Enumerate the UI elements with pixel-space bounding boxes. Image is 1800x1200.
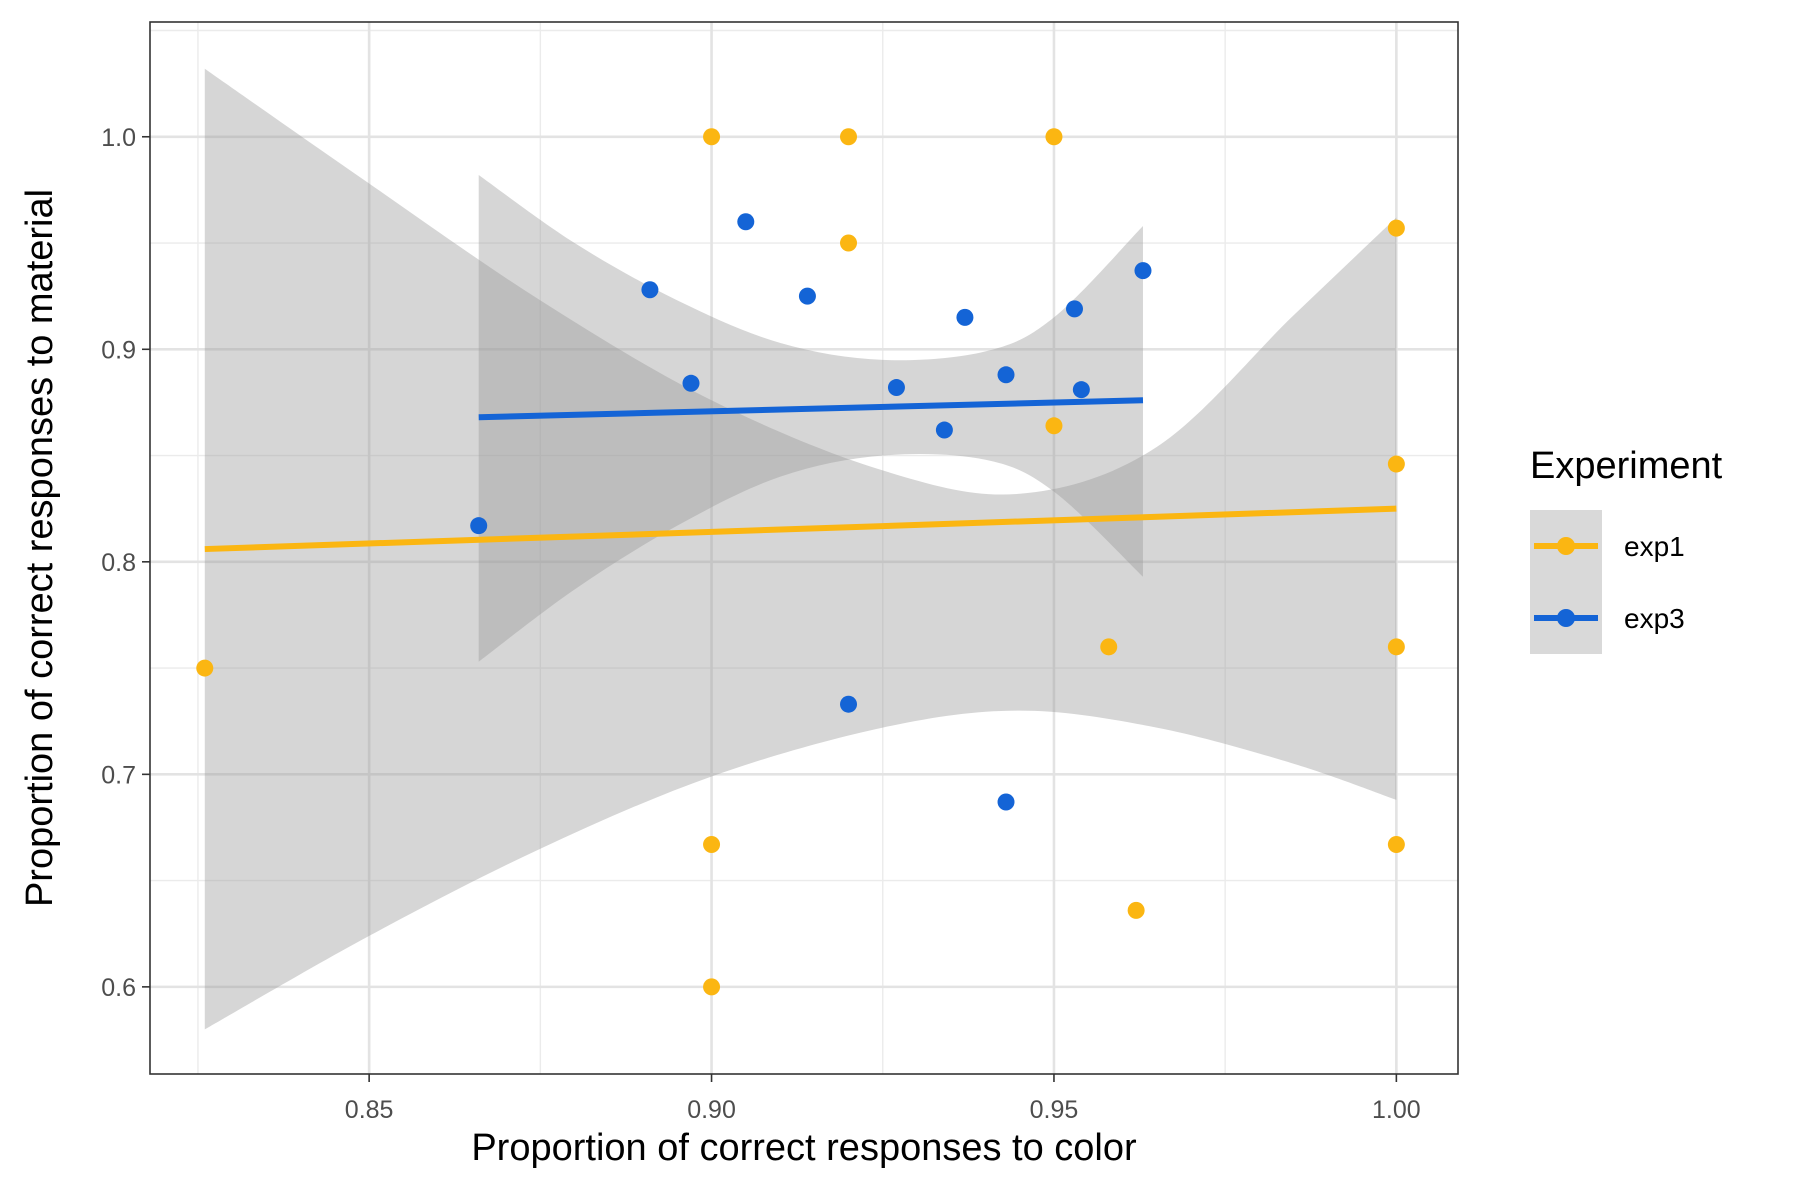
point-exp3-3 xyxy=(682,374,700,392)
legend-key-point-exp1 xyxy=(1557,537,1575,555)
point-exp3-14 xyxy=(1134,262,1152,280)
point-exp1-6 xyxy=(840,234,858,252)
point-exp1-1 xyxy=(196,659,214,677)
point-exp1-7 xyxy=(1045,128,1063,146)
fit-line-exp3 xyxy=(478,397,1144,421)
y-tick-label: 0.8 xyxy=(101,549,136,577)
confidence-bands xyxy=(204,68,1397,1030)
legend-label-exp3: exp3 xyxy=(1624,603,1685,634)
fit-line-exp1 xyxy=(204,505,1397,553)
plot-panel xyxy=(149,21,1459,1075)
point-exp3-1 xyxy=(470,517,488,535)
point-exp3-8 xyxy=(935,421,953,439)
x-axis-ticks: 0.85 0.90 0.95 1.00 xyxy=(345,1074,1421,1124)
point-exp3-7 xyxy=(887,379,905,397)
point-exp1-12 xyxy=(1387,455,1405,473)
y-tick-label: 0.9 xyxy=(101,336,136,364)
y-axis-ticks: 0.6 0.7 0.8 0.9 1.0 xyxy=(101,124,150,1002)
point-exp3-6 xyxy=(840,695,858,713)
point-exp1-14 xyxy=(1387,835,1405,853)
x-tick-label: 0.90 xyxy=(687,1096,736,1124)
point-exp1-13 xyxy=(1387,638,1405,656)
point-exp1-10 xyxy=(1127,901,1145,919)
point-exp3-2 xyxy=(641,281,659,299)
point-exp1-4 xyxy=(703,978,721,996)
legend: Experiment exp1 exp3 xyxy=(1530,445,1723,654)
legend-title: Experiment xyxy=(1530,445,1723,487)
x-tick-label: 0.85 xyxy=(345,1096,394,1124)
point-exp1-11 xyxy=(1387,219,1405,237)
y-tick-label: 0.6 xyxy=(101,974,136,1002)
point-exp1-5 xyxy=(840,128,858,146)
x-axis-title: Proportion of correct responses to color xyxy=(471,1127,1137,1169)
data-points xyxy=(196,128,1405,996)
panel-border xyxy=(149,21,1459,1075)
y-axis-title: Proportion of correct responses to mater… xyxy=(19,189,61,907)
fit-lines xyxy=(204,397,1397,553)
point-exp3-9 xyxy=(956,308,974,326)
x-tick-label: 1.00 xyxy=(1372,1096,1421,1124)
point-exp3-13 xyxy=(1072,381,1090,399)
point-exp3-12 xyxy=(1066,300,1084,318)
y-tick-label: 0.7 xyxy=(101,761,136,789)
point-exp3-11 xyxy=(997,793,1015,811)
x-tick-label: 0.95 xyxy=(1030,1096,1079,1124)
point-exp3-10 xyxy=(997,366,1015,384)
grid-major xyxy=(150,22,1458,1074)
point-exp1-2 xyxy=(703,128,721,146)
y-tick-label: 1.0 xyxy=(101,124,136,152)
point-exp1-9 xyxy=(1100,638,1118,656)
point-exp3-5 xyxy=(798,287,816,305)
legend-label-exp1: exp1 xyxy=(1624,531,1685,562)
confidence-band-exp3 xyxy=(478,175,1143,662)
confidence-band-exp1 xyxy=(204,68,1397,1030)
point-exp1-3 xyxy=(703,835,721,853)
legend-key-point-exp3 xyxy=(1557,609,1575,627)
point-exp3-4 xyxy=(737,213,755,231)
point-exp1-8 xyxy=(1045,417,1063,435)
